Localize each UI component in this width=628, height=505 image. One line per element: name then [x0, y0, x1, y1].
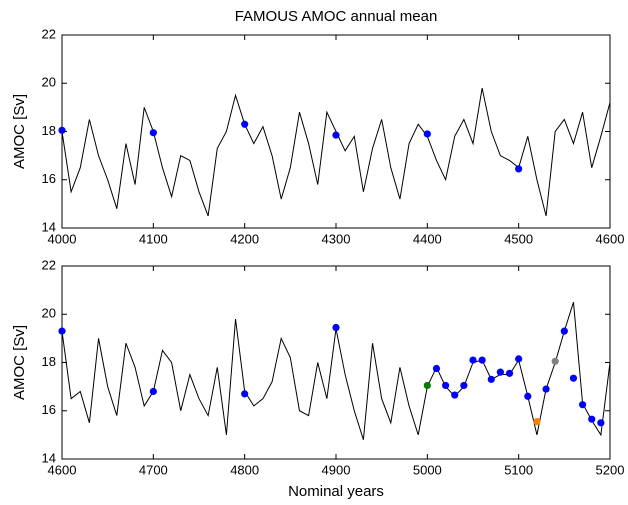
y-tick-label: 20 — [42, 75, 56, 90]
data-point — [469, 356, 477, 364]
data-point — [515, 355, 523, 363]
data-point — [515, 165, 523, 173]
x-tick-label: 4400 — [413, 231, 442, 246]
x-tick-label: 4700 — [139, 462, 168, 477]
plot-area — [61, 265, 611, 460]
x-tick-label: 4000 — [48, 231, 77, 246]
x-tick-label: 5200 — [596, 462, 625, 477]
y-axis-label: AMOC [Sv] — [11, 325, 28, 400]
data-point — [149, 129, 157, 137]
data-point — [58, 327, 66, 335]
data-point — [551, 357, 559, 365]
data-point — [332, 131, 340, 139]
data-point — [533, 418, 541, 426]
data-point — [442, 381, 450, 390]
x-tick-label: 4900 — [322, 462, 351, 477]
y-axis-label: AMOC [Sv] — [11, 94, 28, 169]
y-tick-label: 22 — [42, 26, 56, 41]
data-point — [149, 387, 157, 396]
data-point — [505, 369, 514, 377]
data-point — [569, 374, 578, 382]
data-point — [460, 381, 468, 390]
x-axis-label: Nominal years — [288, 483, 384, 500]
x-tick-label: 4100 — [139, 231, 168, 246]
data-point — [524, 392, 532, 400]
x-tick-label: 4200 — [230, 231, 259, 246]
y-tick-label: 18 — [42, 354, 56, 369]
y-tick-label: 16 — [42, 171, 56, 186]
data-point — [588, 415, 596, 423]
y-tick-label: 18 — [42, 123, 56, 138]
data-point — [451, 391, 459, 399]
x-tick-label: 5000 — [413, 462, 442, 477]
y-tick-label: 14 — [42, 219, 56, 234]
y-tick-label: 20 — [42, 306, 56, 321]
y-tick-label: 14 — [42, 450, 56, 465]
x-tick-label: 4500 — [504, 231, 533, 246]
data-point — [332, 323, 340, 332]
data-point — [496, 368, 504, 376]
data-point — [241, 390, 249, 398]
data-point — [597, 419, 605, 427]
data-point — [542, 385, 550, 393]
x-tick-label: 5100 — [504, 462, 533, 477]
data-point — [478, 356, 486, 364]
x-tick-label: 4300 — [322, 231, 351, 246]
x-tick-label: 4800 — [230, 462, 259, 477]
data-point — [423, 381, 431, 390]
data-point — [58, 126, 66, 134]
data-point — [423, 130, 431, 138]
data-point — [241, 120, 249, 128]
data-point — [432, 364, 441, 373]
x-tick-label: 4600 — [48, 462, 77, 477]
y-tick-label: 22 — [42, 257, 56, 272]
y-tick-label: 16 — [42, 402, 56, 417]
x-tick-label: 4600 — [596, 231, 625, 246]
chart-title: FAMOUS AMOC annual mean — [235, 8, 438, 25]
data-point — [560, 327, 568, 335]
data-point — [579, 401, 587, 409]
data-point — [487, 375, 495, 383]
